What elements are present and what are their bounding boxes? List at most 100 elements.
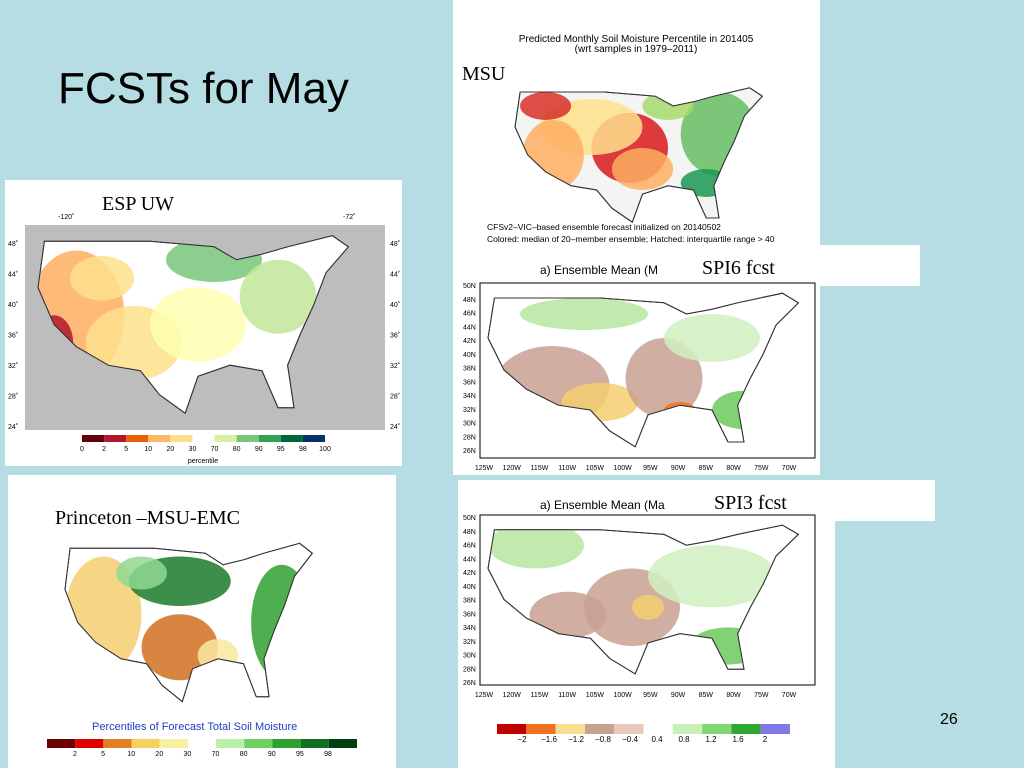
panel-label: ESP UW: [102, 193, 174, 215]
legend-swatch: [328, 739, 357, 748]
label-box: [697, 245, 920, 286]
lat-label: 46N: [463, 543, 476, 550]
map-title: a) Ensemble Mean (M: [540, 263, 658, 277]
panel-label: SPI3 fcst: [714, 492, 787, 514]
lon-label: 80W: [726, 465, 741, 472]
legend-tick: 5: [101, 751, 105, 758]
map-region: [632, 594, 664, 620]
legend-swatch: [103, 739, 132, 748]
legend-swatch: [244, 739, 273, 748]
legend-swatch: [280, 435, 303, 442]
legend-swatch: [82, 435, 105, 442]
lon-label: 70W: [782, 465, 797, 472]
legend-swatch: [614, 724, 644, 734]
legend-swatch: [214, 435, 237, 442]
map-frame: [479, 282, 816, 459]
lat-label: 36N: [463, 611, 476, 618]
legend-swatch: [302, 435, 325, 442]
legend-tick: 70: [211, 446, 219, 453]
legend-tick: −1.2: [568, 735, 584, 744]
map-region: [664, 314, 760, 362]
lat-label: 28N: [463, 434, 476, 441]
legend-swatch: [104, 435, 127, 442]
legend-swatch: [643, 724, 673, 734]
lat-label: 48˚: [8, 240, 18, 248]
lon-label: 105W: [586, 465, 605, 472]
legend-tick: 20: [166, 446, 174, 453]
lat-label: 32˚: [390, 362, 400, 370]
map-fill: [488, 525, 776, 665]
lon-label: 70W: [782, 692, 797, 699]
legend-tick: 80: [233, 446, 241, 453]
legend-swatch: [526, 724, 556, 734]
map-title: Percentiles of Forecast Total Soil Moist…: [92, 721, 297, 733]
lon-label: 105W: [586, 692, 605, 699]
lat-label: 42N: [463, 570, 476, 577]
lat-label: 42N: [463, 338, 476, 345]
us-outline: [487, 524, 800, 675]
legend-tick: 10: [144, 446, 152, 453]
us-outline: [37, 235, 350, 415]
lat-label: 44N: [463, 324, 476, 331]
legend-swatch: [148, 435, 171, 442]
legend-tick: 95: [296, 751, 304, 758]
lat-label: 32N: [463, 639, 476, 646]
lat-label: 46N: [463, 311, 476, 318]
legend-tick: −0.8: [595, 735, 611, 744]
legend-tick: 1.6: [732, 735, 744, 744]
legend-tick: −0.4: [622, 735, 638, 744]
lat-label: 50N: [463, 515, 476, 522]
legend-swatch: [702, 724, 732, 734]
lat-label: 44N: [463, 556, 476, 563]
map-region: [529, 591, 607, 639]
lon-label: 125W: [475, 465, 494, 472]
lon-label: 120W: [503, 465, 522, 472]
legend-tick: 2: [763, 735, 768, 744]
map-title: (wrt samples in 1979–2011): [575, 44, 698, 55]
lon-label: 90W: [671, 465, 686, 472]
lon-label: 75W: [754, 692, 769, 699]
lon-label: -120˚: [58, 213, 74, 221]
legend-swatch: [672, 724, 703, 734]
map-region: [150, 287, 246, 362]
lat-label: 28˚: [8, 393, 18, 401]
lat-label: 26N: [463, 680, 476, 687]
map-title: a) Ensemble Mean (Ma: [540, 498, 665, 512]
lon-label: 85W: [699, 465, 714, 472]
legend-swatch: [170, 435, 193, 442]
lat-label: 44˚: [390, 271, 400, 279]
legend-tick: 98: [324, 751, 332, 758]
map-region: [648, 545, 776, 608]
legend-swatch: [126, 435, 149, 442]
panel-label: SPI6 fcst: [702, 257, 775, 279]
legend-tick: 90: [255, 446, 263, 453]
map-region: [520, 298, 648, 330]
legend-tick: 0: [80, 446, 84, 453]
map-region: [141, 614, 218, 681]
lat-label: 30N: [463, 421, 476, 428]
legend-tick: 1.2: [705, 735, 717, 744]
legend-tick: 90: [268, 751, 276, 758]
lat-label: 40˚: [8, 301, 18, 309]
lon-label: 120W: [503, 692, 522, 699]
legend-swatch: [236, 435, 259, 442]
legend-tick: 30: [184, 751, 192, 758]
lat-label: 28˚: [390, 393, 400, 401]
lat-label: 38N: [463, 366, 476, 373]
lat-label: 36˚: [8, 332, 18, 340]
map-region: [239, 259, 317, 334]
lat-label: 40N: [463, 584, 476, 591]
legend-swatch: [555, 724, 585, 734]
lon-label: 125W: [475, 692, 494, 699]
legend-tick: 100: [319, 446, 331, 453]
legend-swatch: [75, 739, 104, 748]
legend-tick: 95: [277, 446, 285, 453]
lon-label: 90W: [671, 692, 686, 699]
lat-label: 48N: [463, 529, 476, 536]
map-region: [116, 556, 167, 590]
map-region: [70, 256, 134, 301]
legend-tick: 30: [189, 446, 197, 453]
lon-label: 85W: [699, 692, 714, 699]
lat-label: 48N: [463, 297, 476, 304]
